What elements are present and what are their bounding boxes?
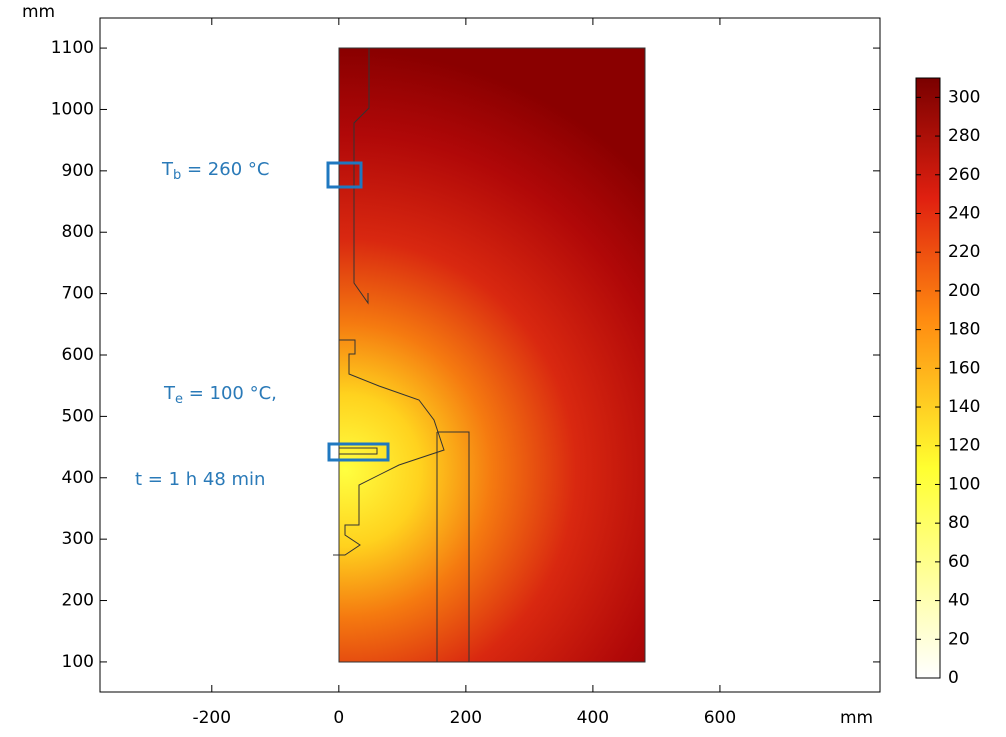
probe-box (327, 442, 390, 462)
y-tick-label: 100 (62, 652, 94, 672)
y-tick-label: 700 (62, 284, 94, 304)
y-tick-label: 800 (62, 222, 94, 242)
x-tick-label: 200 (450, 708, 482, 728)
colorbar-tick-label: 220 (948, 242, 980, 262)
colorbar-tick-label: 100 (948, 474, 980, 494)
y-tick-label: 1100 (51, 38, 94, 58)
annotation: t = 1 h 48 min (135, 469, 265, 490)
colorbar-tick-label: 160 (948, 358, 980, 378)
y-tick-label: 900 (62, 161, 94, 181)
annotation: Tb = 260 °C (161, 159, 269, 183)
colorbar-tick-label: 240 (948, 203, 980, 223)
x-tick-label: 400 (577, 708, 609, 728)
y-unit: mm (22, 2, 55, 22)
colorbar-tick-label: 260 (948, 165, 980, 185)
y-tick-label: 500 (62, 406, 94, 426)
x-tick-label: 0 (333, 708, 344, 728)
colorbar-tick-label: 180 (948, 320, 980, 340)
colorbar-tick-label: 60 (948, 552, 970, 572)
colorbar-tick-label: 80 (948, 513, 970, 533)
y-tick-label: 300 (62, 529, 94, 549)
annotation: Te = 100 °C, (163, 383, 277, 407)
colorbar-tick-label: 280 (948, 126, 980, 146)
colorbar-tick-label: 40 (948, 591, 970, 611)
colorbar-tick-label: 140 (948, 397, 980, 417)
colorbar-tick-label: 120 (948, 436, 980, 456)
y-tick-label: 600 (62, 345, 94, 365)
probe-box (326, 161, 363, 189)
colorbar-tick-label: 20 (948, 629, 970, 649)
x-tick-label: 600 (704, 708, 736, 728)
y-tick-label: 1000 (51, 99, 94, 119)
colorbar-tick-label: 0 (948, 668, 959, 688)
colorbar-tick-label: 200 (948, 281, 980, 301)
colorbar-tick-label: 300 (948, 87, 980, 107)
temperature-field (333, 47, 646, 663)
x-tick-label: -200 (192, 708, 231, 728)
y-tick-label: 400 (62, 468, 94, 488)
colorbar (915, 77, 941, 679)
x-unit: mm (840, 708, 873, 728)
y-tick-label: 200 (62, 591, 94, 611)
